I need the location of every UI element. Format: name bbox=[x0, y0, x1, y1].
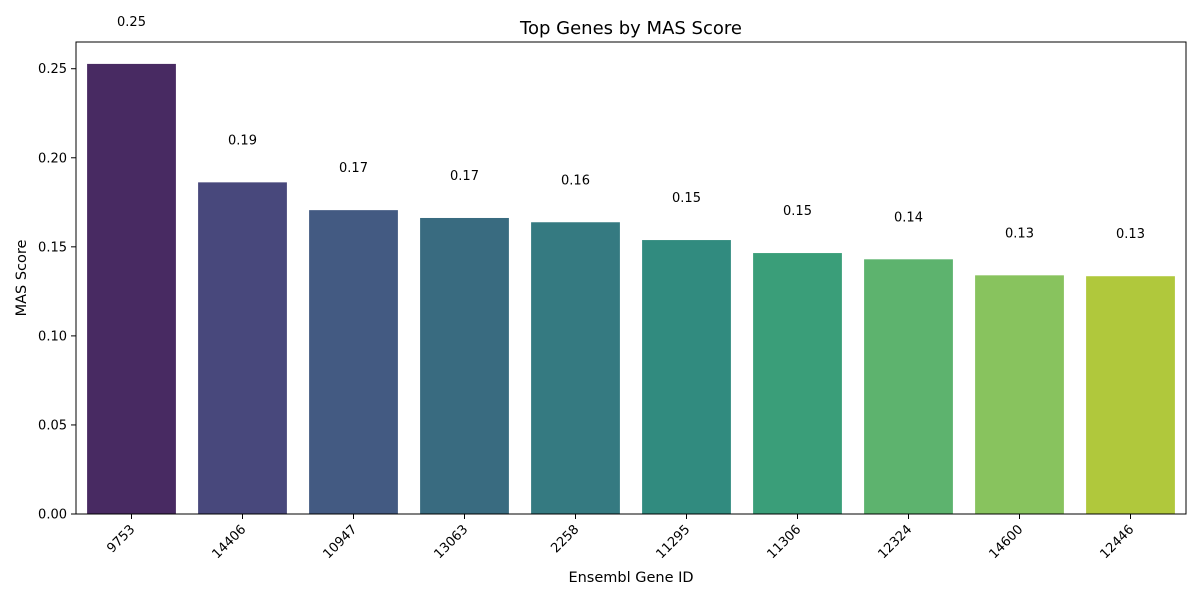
x-tick-label-11295: 11295 bbox=[653, 522, 693, 562]
data-label-14600: 0.13 bbox=[1005, 226, 1034, 241]
bar-2258 bbox=[531, 222, 620, 515]
bar-11306 bbox=[753, 253, 842, 514]
x-tick-label-2258: 2258 bbox=[548, 522, 582, 556]
data-label-12446: 0.13 bbox=[1116, 227, 1145, 242]
bar-12324 bbox=[864, 259, 953, 514]
x-tick-label-13063: 13063 bbox=[431, 522, 471, 562]
y-tick-label-0.10: 0.10 bbox=[38, 329, 67, 344]
bar-9753 bbox=[87, 63, 176, 514]
x-tick-label-10947: 10947 bbox=[320, 522, 360, 562]
x-axis: 9753 14406 10947 13063 2258 11295 11306 12324 14… bbox=[104, 514, 1137, 562]
y-axis: 0.00 0.05 0.10 0.15 0.20 0.25 bbox=[38, 62, 76, 523]
data-label-11295: 0.15 bbox=[672, 191, 701, 206]
bar-11295 bbox=[642, 240, 731, 514]
bars-layer bbox=[87, 63, 1175, 515]
x-axis-label: Ensembl Gene ID bbox=[568, 570, 693, 586]
bar-14600 bbox=[975, 275, 1064, 514]
y-tick-label-0.25: 0.25 bbox=[38, 62, 67, 77]
y-tick-label-0.00: 0.00 bbox=[38, 508, 67, 523]
y-axis-label: MAS Score bbox=[14, 239, 30, 316]
data-label-11306: 0.15 bbox=[783, 204, 812, 219]
data-label-2258: 0.16 bbox=[561, 173, 590, 188]
data-label-10947: 0.17 bbox=[339, 161, 368, 176]
x-tick-label-12446: 12446 bbox=[1097, 522, 1137, 562]
x-tick-label-14406: 14406 bbox=[209, 522, 249, 562]
y-tick-label-0.05: 0.05 bbox=[38, 418, 67, 433]
y-tick-label-0.20: 0.20 bbox=[38, 151, 67, 166]
plot-frame bbox=[75, 41, 1187, 515]
y-tick-label-0.15: 0.15 bbox=[38, 240, 67, 255]
x-tick-label-14600: 14600 bbox=[986, 522, 1026, 562]
chart-title: Top Genes by MAS Score bbox=[519, 18, 742, 39]
x-tick-label-12324: 12324 bbox=[875, 522, 915, 562]
data-label-9753: 0.25 bbox=[117, 15, 146, 30]
x-tick-label-9753: 9753 bbox=[104, 522, 138, 556]
bar-13063 bbox=[420, 217, 509, 515]
bar-12446 bbox=[1086, 276, 1175, 514]
bar-10947 bbox=[309, 210, 398, 515]
data-label-12324: 0.14 bbox=[894, 210, 923, 225]
data-labels-layer: 0.25 0.19 0.17 0.17 0.16 0.15 0.15 0.14 0.13 0.13 bbox=[117, 15, 1145, 242]
x-tick-label-11306: 11306 bbox=[764, 522, 804, 562]
data-label-14406: 0.19 bbox=[228, 133, 257, 148]
data-label-13063: 0.17 bbox=[450, 169, 479, 184]
bar-14406 bbox=[198, 182, 287, 514]
